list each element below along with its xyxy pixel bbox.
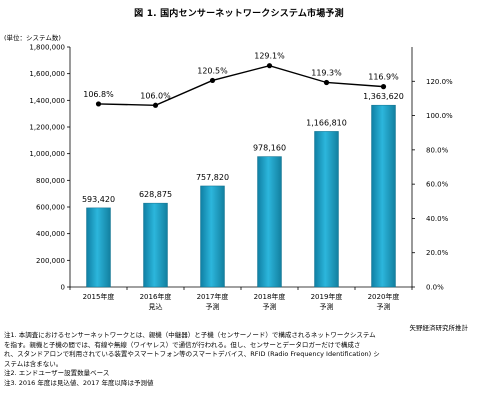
x-tick-label: 2020年度 — [368, 292, 400, 301]
bar-value-label: 593,420 — [82, 195, 115, 204]
growth-point — [95, 101, 102, 107]
x-tick-label: 2019年度 — [311, 292, 343, 301]
x-tick-label: 予測 — [320, 302, 334, 311]
y-right-tick-label: 100.0% — [426, 112, 453, 120]
growth-point — [323, 79, 330, 86]
x-tick-label: 2018年度 — [254, 292, 286, 301]
bar — [371, 104, 396, 288]
source-note: 矢野経済研究所推計 — [409, 324, 469, 332]
y-left-tick-label: 1,000,000 — [29, 150, 65, 158]
y-left-tick-label: 0 — [61, 284, 65, 292]
y-right-tick-label: 40.0% — [426, 215, 449, 223]
growth-line — [98, 64, 384, 106]
y-right-tick-label: 0.0% — [426, 284, 444, 292]
note-line: ステムは含まない。 — [4, 359, 63, 368]
y-left-tick-label: 1,600,000 — [29, 70, 65, 78]
bar-value-label: 1,166,810 — [306, 118, 347, 127]
growth-value-label: 120.5% — [197, 66, 228, 75]
y-right-tick-label: 60.0% — [426, 181, 449, 189]
bar-value-label: 628,875 — [139, 190, 172, 199]
growth-value-label: 119.3% — [311, 68, 342, 77]
unit-label: (単位：システム数) — [4, 34, 61, 42]
chart-title: 図 1. 国内センサーネットワークシステム市場予測 — [134, 9, 344, 19]
notes: 注1. 本調査におけるセンサーネットワークとは、親機（中継器）と子機（センサーノ… — [4, 331, 474, 389]
note-line: 注3. 2016 年度は見込値、2017 年度以降は予測値 — [4, 378, 154, 387]
y-left-tick-label: 1,200,000 — [29, 124, 65, 132]
bar — [200, 185, 225, 288]
growth-point — [266, 63, 273, 69]
y-left-tick-label: 200,000 — [36, 257, 65, 265]
note-line: 注1. 本調査におけるセンサーネットワークとは、親機（中継器）と子機（センサーノ… — [4, 331, 376, 339]
bar-series — [86, 104, 396, 288]
y-left-tick-label: 1,400,000 — [29, 97, 65, 105]
bar — [86, 207, 111, 288]
note-line: を指す。親機と子機の間では、有線や無線（ワイヤレス）で通信が行われる。但し、セン… — [4, 340, 361, 349]
bar-value-label: 978,160 — [253, 144, 286, 153]
x-tick-label: 予測 — [206, 302, 220, 311]
note-line: 注2. エンドユーザー設置数量ベース — [4, 369, 110, 378]
growth-point — [380, 84, 387, 90]
bar — [143, 202, 168, 288]
growth-value-label: 129.1% — [254, 52, 285, 61]
x-tick-label: 2017年度 — [197, 292, 229, 301]
x-tick-label: 予測 — [377, 302, 391, 311]
x-tick-label: 予測 — [263, 302, 277, 311]
data-labels: 593,420 628,875 757,820 978,160 1,166,810 1,3… — [82, 52, 404, 204]
x-tick-label: 見込 — [149, 302, 163, 311]
y-left-tick-label: 600,000 — [36, 204, 65, 212]
growth-line-series — [95, 63, 387, 108]
y-right-tick-label: 20.0% — [426, 249, 449, 257]
growth-point — [152, 102, 159, 108]
growth-value-label: 106.0% — [140, 91, 171, 100]
bar — [314, 131, 339, 288]
note-line: れ、スタンドアロンで利用されている装置やスマートフォン等のスマートデバイス、RF… — [4, 350, 380, 359]
bar-value-label: 757,820 — [196, 173, 229, 182]
y-left-tick-label: 1,800,000 — [29, 44, 65, 52]
bar — [257, 156, 282, 288]
y-left-tick-label: 800,000 — [36, 177, 65, 185]
y-right-tick-label: 80.0% — [426, 146, 449, 154]
y-right-tick-label: 120.0% — [426, 78, 453, 86]
bar-value-label: 1,363,620 — [363, 92, 404, 101]
chart-area: 0 200,000 400,000 600,000 800,000 1,000,000 1,… — [29, 44, 453, 312]
x-tick-label: 2015年度 — [83, 292, 115, 301]
y-left-tick-label: 400,000 — [36, 230, 65, 238]
axes: 0 200,000 400,000 600,000 800,000 1,000,000 1,… — [29, 44, 453, 312]
growth-value-label: 106.8% — [83, 90, 114, 99]
growth-value-label: 116.9% — [368, 73, 399, 82]
growth-point — [209, 77, 216, 84]
x-tick-label: 2016年度 — [140, 292, 172, 301]
